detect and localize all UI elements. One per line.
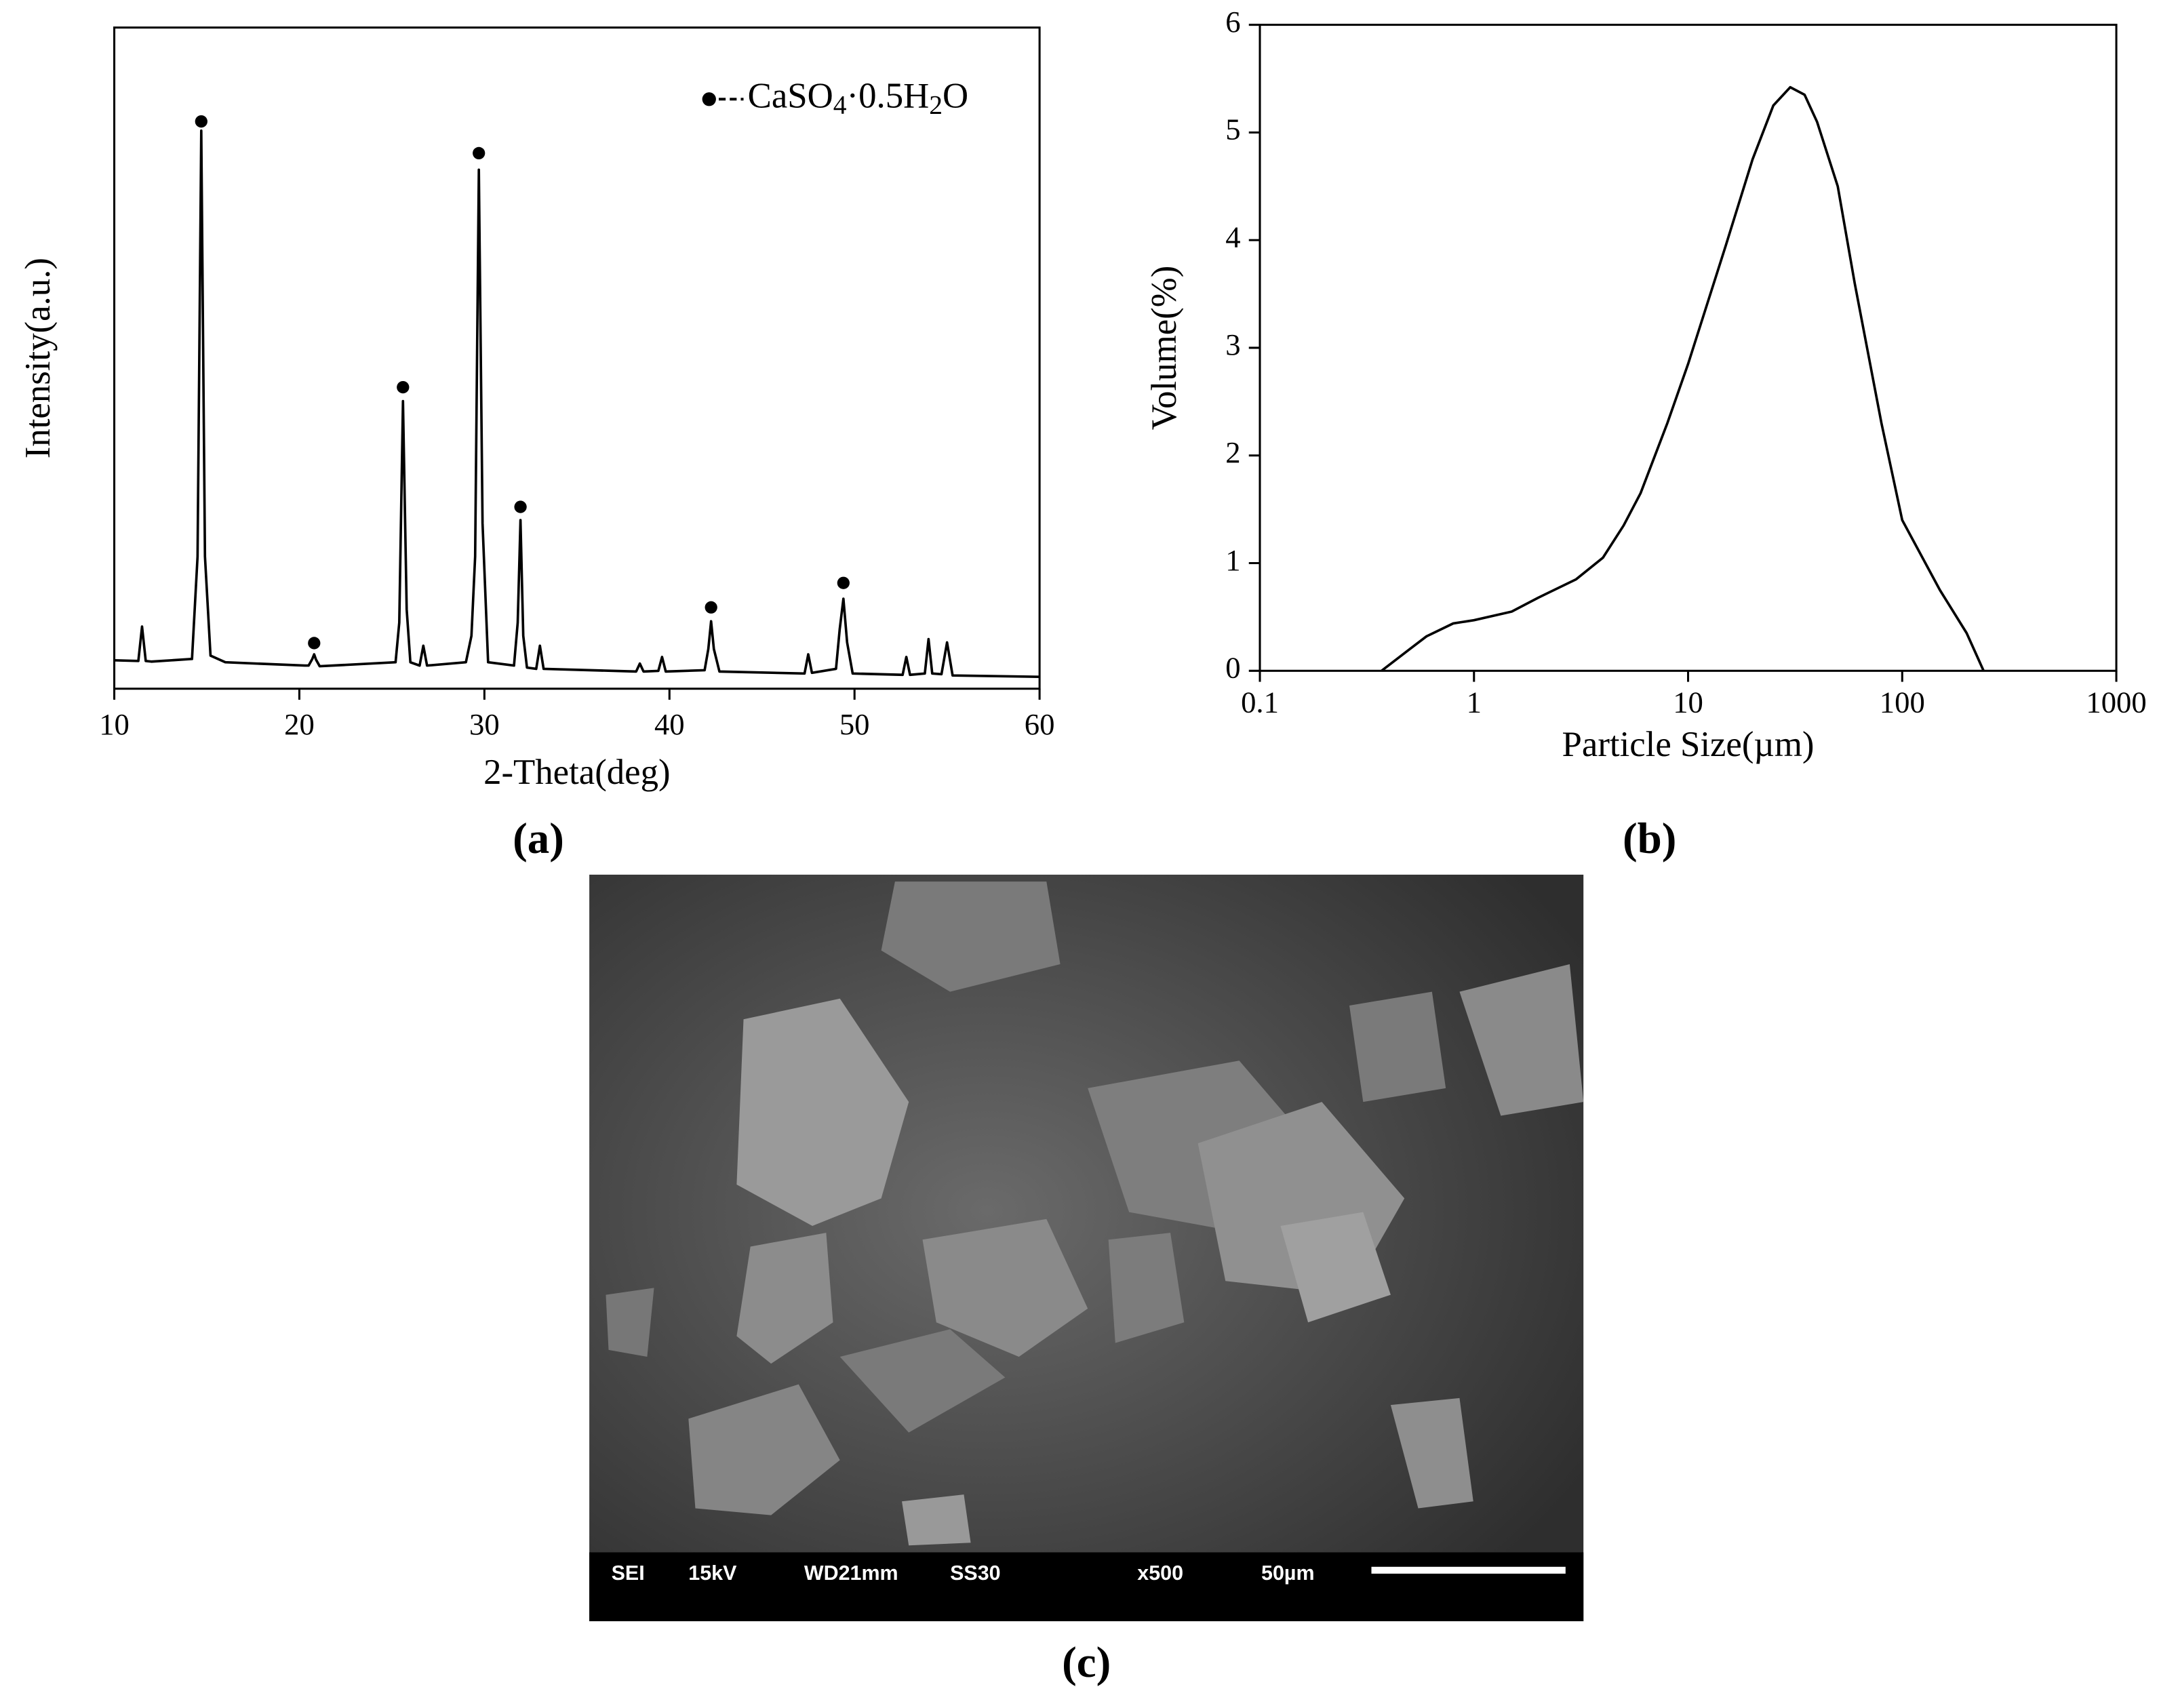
x-tick-label: 30 — [469, 707, 500, 741]
peak-marker — [514, 500, 527, 513]
x-tick-label: 10 — [1673, 685, 1703, 719]
peak-marker — [705, 601, 717, 614]
peak-marker — [308, 637, 321, 650]
x-axis-label: Particle Size(µm) — [1562, 725, 1815, 764]
plot-frame — [113, 26, 1041, 690]
panel-label: (c) — [1062, 1638, 1111, 1687]
x-axis-label: 2-Theta(deg) — [483, 753, 671, 792]
crystal — [881, 881, 1061, 992]
panel-label: (a) — [513, 814, 564, 863]
peak-marker — [195, 115, 207, 128]
x-tick-label: 60 — [1025, 707, 1055, 741]
x-tick-label: 1000 — [2086, 685, 2146, 719]
y-axis-label: Intensity(a.u.) — [18, 258, 58, 458]
sem-image — [589, 874, 1584, 1622]
y-tick-label: 4 — [1225, 220, 1240, 254]
crystal — [1390, 1397, 1473, 1509]
x-tick-label: 40 — [654, 707, 685, 741]
crystal — [688, 1384, 840, 1515]
plot-frame — [1259, 24, 2118, 672]
y-tick-label: 3 — [1225, 327, 1240, 361]
x-tick-label: 1 — [1467, 685, 1482, 719]
info-text: SS30 — [950, 1562, 1000, 1585]
y-axis-label: Volume(%) — [1145, 266, 1184, 430]
info-text: WD21mm — [804, 1562, 898, 1585]
peak-marker — [397, 380, 410, 394]
crystal — [1280, 1212, 1391, 1323]
crystal — [1108, 1233, 1185, 1343]
peak-marker — [837, 576, 850, 589]
y-tick-label: 5 — [1225, 113, 1240, 146]
crystal — [736, 1233, 833, 1364]
x-tick-label: 20 — [284, 707, 315, 741]
peak-marker — [473, 146, 486, 160]
y-tick-label: 1 — [1225, 543, 1240, 577]
crystal — [736, 998, 909, 1226]
info-text: 15kV — [688, 1562, 737, 1585]
legend-label: CaSO4·0.5H2O — [748, 76, 969, 119]
y-tick-label: 2 — [1225, 435, 1240, 469]
info-text: x500 — [1137, 1562, 1183, 1585]
y-tick-label: 0 — [1225, 651, 1240, 685]
crystal — [922, 1218, 1088, 1357]
panel-label: (b) — [1623, 814, 1676, 863]
data-line — [114, 129, 1040, 679]
legend-marker — [702, 92, 716, 106]
crystal — [1349, 991, 1446, 1103]
x-tick-label: 10 — [99, 707, 130, 741]
x-tick-label: 100 — [1880, 685, 1925, 719]
info-text: 50µm — [1261, 1562, 1314, 1585]
crystal — [1459, 964, 1584, 1116]
y-tick-label: 6 — [1225, 5, 1240, 39]
info-text: SEI — [612, 1562, 645, 1585]
crystal — [606, 1288, 654, 1357]
crystal — [839, 1329, 1006, 1433]
info-bar — [589, 1552, 1584, 1622]
x-tick-label: 50 — [839, 707, 870, 741]
x-tick-label: 0.1 — [1241, 685, 1279, 719]
data-line — [1381, 85, 1985, 672]
crystal — [902, 1494, 971, 1546]
